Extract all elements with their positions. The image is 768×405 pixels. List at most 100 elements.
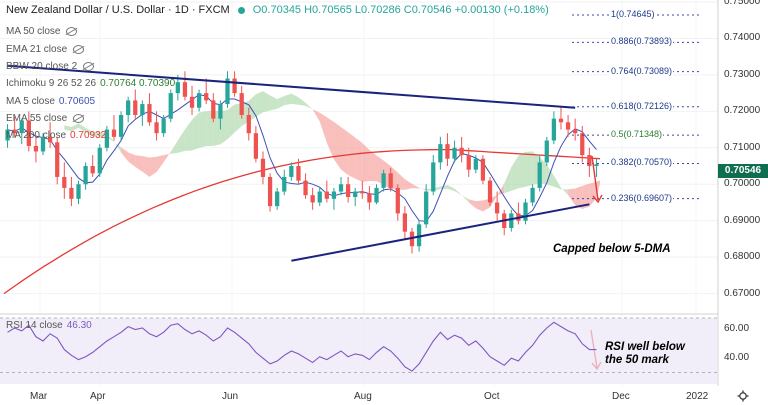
candle: [239, 85, 244, 119]
ma5-curve: [7, 94, 597, 222]
candle-body: [161, 118, 166, 134]
cloud-bull-segment: [461, 195, 469, 203]
candle-body: [211, 100, 216, 119]
candle: [133, 89, 138, 119]
candle: [402, 206, 408, 239]
candle-body: [275, 191, 280, 207]
legend-ema55[interactable]: EMA 55 close: [6, 113, 85, 124]
candle: [104, 125, 110, 152]
candle: [431, 155, 436, 196]
legend-rsi[interactable]: RSI 14 close 46.30: [6, 320, 92, 331]
cloud-bear-segment: [341, 127, 349, 176]
legend-ma5[interactable]: MA 5 close 0.70605: [6, 96, 96, 107]
ohlc-readout: O0.70345 H0.70565 L0.70286 C0.70546 +0.0…: [252, 4, 549, 16]
candle: [189, 85, 195, 115]
cloud-bear-segment: [582, 183, 590, 210]
cloud-bull-segment: [199, 111, 207, 148]
cloud-bull-segment: [262, 91, 271, 113]
candle: [530, 184, 535, 207]
cloud-bear-segment: [149, 156, 157, 177]
candle-body: [381, 173, 386, 188]
candle: [487, 176, 493, 207]
candle: [509, 209, 514, 232]
candle: [374, 184, 379, 205]
candle: [445, 133, 450, 167]
price-tick-label: 0.67000: [724, 287, 761, 299]
candle: [154, 111, 159, 141]
trendline-upper: [7, 64, 576, 109]
candle-body: [253, 133, 259, 159]
annotation-rsi-1: RSI well below: [605, 341, 685, 353]
candle-body: [537, 162, 542, 188]
candle-body: [182, 82, 188, 97]
price-tick-label: 0.68000: [724, 251, 761, 263]
candle: [182, 71, 188, 101]
cloud-bear-segment: [362, 143, 370, 182]
candle: [424, 184, 429, 228]
legend-bbw[interactable]: BBW 20 close 2: [6, 61, 95, 72]
arrowhead: [592, 194, 603, 204]
time-tick-label: Mar: [30, 391, 48, 402]
cloud-bull-segment: [192, 112, 200, 151]
candle: [69, 176, 74, 207]
cloud-bear-segment: [142, 156, 150, 177]
legend-ma50[interactable]: MA 50 close: [6, 26, 78, 37]
candle-body: [133, 100, 138, 115]
hidden-eye-icon[interactable]: [73, 113, 85, 123]
candle: [473, 155, 478, 174]
cloud-bull-segment: [518, 151, 526, 189]
candle-body: [551, 118, 557, 141]
candle: [551, 111, 557, 145]
candle: [90, 155, 95, 177]
candlestick-series: [5, 71, 599, 254]
ichimoku-cloud: [64, 91, 600, 212]
candle: [594, 158, 599, 177]
trendline-lower: [291, 203, 590, 262]
candle: [246, 107, 251, 141]
hidden-eye-icon[interactable]: [83, 61, 95, 71]
candle-body: [289, 166, 294, 177]
hidden-eye-icon[interactable]: [73, 44, 85, 54]
cloud-bear-segment: [397, 172, 405, 190]
candle-body: [204, 93, 209, 101]
candle: [353, 187, 358, 207]
ma5-line: [7, 94, 597, 222]
candle: [26, 111, 31, 152]
candle: [558, 105, 564, 130]
cloud-bull-segment: [184, 119, 193, 151]
cloud-bull-segment: [177, 129, 185, 153]
legend-ma200[interactable]: MA 200 close 0.70932: [6, 130, 107, 141]
candle-body: [76, 184, 81, 199]
hidden-eye-icon[interactable]: [66, 26, 78, 36]
cloud-bull-segment: [248, 94, 256, 122]
cloud-bear-segment: [333, 121, 342, 170]
candle-body: [90, 166, 95, 174]
cloud-bear-segment: [355, 137, 363, 182]
cloud-bear-segment: [156, 154, 164, 172]
candle-body: [104, 129, 110, 148]
candle-body: [388, 173, 393, 188]
price-tick-label: 0.69000: [724, 214, 761, 226]
candle-body: [587, 155, 592, 167]
symbol-title[interactable]: New Zealand Dollar / U.S. Dollar · 1D · …: [6, 4, 230, 16]
candle: [544, 136, 549, 167]
candle: [324, 180, 329, 203]
fib-level-label: 0.382(0.70570): [610, 157, 674, 168]
legend-ema21[interactable]: EMA 21 close: [6, 44, 85, 55]
legend-ichimoku[interactable]: Ichimoku 9 26 52 26 0.70764 0.70390: [6, 78, 176, 89]
candle: [381, 169, 386, 192]
cloud-bull-segment: [291, 93, 299, 105]
candle: [5, 124, 10, 148]
cloud-bear-segment: [419, 187, 427, 191]
gear-icon[interactable]: [737, 390, 749, 402]
candle: [296, 158, 301, 185]
cloud-bull-segment: [440, 185, 448, 190]
candle: [260, 151, 266, 185]
chart-header: New Zealand Dollar / U.S. Dollar · 1D · …: [6, 4, 549, 16]
candle-body: [47, 136, 53, 143]
candle-body: [565, 122, 571, 130]
candle-body: [310, 195, 315, 203]
time-tick-label: 2022: [686, 391, 709, 402]
cloud-bear-segment: [312, 109, 320, 122]
